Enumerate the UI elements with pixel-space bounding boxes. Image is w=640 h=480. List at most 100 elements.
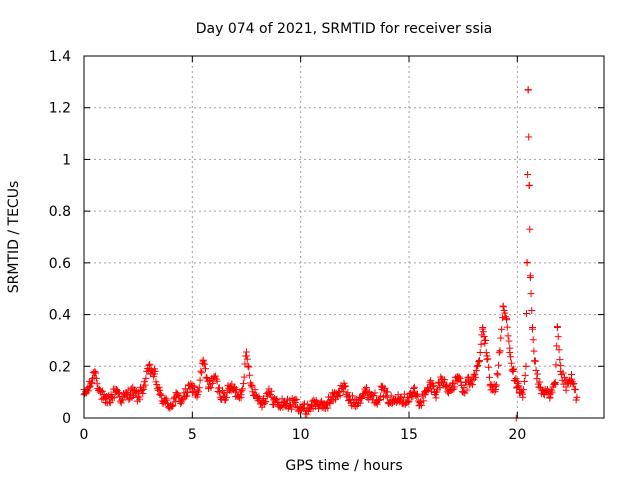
data-point — [383, 393, 391, 401]
chart-title: Day 074 of 2021, SRMTID for receiver ssi… — [196, 21, 492, 37]
data-point — [231, 384, 239, 392]
data-point — [168, 402, 176, 410]
data-point — [448, 386, 456, 394]
data-point — [508, 366, 516, 374]
data-point — [554, 333, 562, 341]
data-point — [476, 349, 484, 357]
data-point — [215, 388, 223, 396]
data-point — [373, 396, 380, 404]
data-point — [96, 388, 104, 396]
y-tick-label: 0 — [62, 411, 71, 427]
data-point — [373, 400, 381, 408]
data-point — [172, 393, 180, 401]
data-point — [107, 393, 115, 401]
data-point — [339, 387, 347, 395]
y-axis-label: SRMTID / TECUs — [6, 181, 22, 294]
data-point — [329, 393, 337, 401]
data-point — [212, 372, 220, 380]
data-point — [552, 361, 560, 369]
data-point — [551, 380, 559, 388]
data-point — [496, 347, 504, 355]
data-point — [228, 380, 236, 388]
data-point — [529, 336, 537, 344]
data-point — [485, 373, 493, 381]
data-point — [495, 361, 503, 369]
data-point — [465, 378, 473, 386]
x-tick-labels: 0 5 10 15 20 — [80, 427, 527, 443]
data-point — [349, 392, 357, 400]
data-point — [485, 363, 493, 371]
data-point — [535, 383, 543, 391]
data-point — [270, 396, 278, 404]
data-point — [92, 374, 100, 382]
data-point — [362, 388, 370, 396]
data-point — [427, 387, 435, 395]
data-point — [573, 393, 581, 401]
data-point — [475, 358, 483, 366]
x-axis-label: GPS time / hours — [285, 458, 402, 474]
data-point — [243, 355, 251, 363]
data-point — [548, 388, 556, 396]
data-point — [205, 383, 213, 391]
data-point — [210, 373, 218, 381]
data-point — [262, 398, 270, 406]
data-point — [534, 370, 542, 378]
data-point — [493, 370, 501, 378]
data-point — [240, 373, 248, 381]
axis-ticks — [83, 55, 604, 419]
y-tick-label: 1.4 — [49, 49, 71, 65]
data-point — [497, 334, 505, 342]
data-point — [157, 391, 165, 399]
data-point — [124, 386, 132, 394]
y-tick-label: 1.2 — [49, 101, 71, 117]
data-point — [506, 344, 514, 352]
data-point — [550, 379, 558, 387]
y-tick-label: 0.8 — [49, 204, 71, 220]
data-point — [553, 324, 561, 331]
data-point — [480, 333, 488, 341]
data-point — [201, 360, 209, 368]
data-point — [340, 383, 348, 391]
data-point — [421, 391, 429, 399]
data-point — [145, 365, 153, 373]
data-point — [189, 382, 197, 390]
data-point — [483, 352, 491, 360]
data-point — [214, 388, 222, 396]
x-tick-label: 15 — [400, 427, 418, 443]
data-point — [237, 391, 245, 399]
x-tick-label: 5 — [188, 427, 197, 443]
data-point — [532, 366, 540, 374]
data-point — [420, 397, 428, 405]
plot-frame — [83, 55, 605, 419]
data-point — [520, 378, 528, 386]
data-point — [167, 401, 175, 409]
data-point — [143, 364, 151, 372]
data-point — [113, 386, 120, 394]
data-point — [562, 383, 570, 391]
data-point — [239, 380, 247, 388]
data-point — [81, 390, 89, 398]
data-point — [540, 388, 548, 396]
data-point — [248, 383, 256, 391]
data-point — [513, 383, 521, 391]
data-point — [194, 391, 202, 399]
data-point — [473, 362, 481, 370]
data-point — [208, 379, 216, 387]
data-point — [459, 388, 467, 396]
data-point — [308, 401, 315, 409]
data-point — [155, 383, 163, 391]
data-point — [123, 391, 131, 399]
data-point — [221, 393, 229, 401]
data-point — [519, 393, 527, 401]
data-point — [127, 385, 135, 393]
y-tick-labels: 0 0.2 0.4 0.6 0.8 1 1.2 1.4 — [49, 49, 71, 427]
data-point — [499, 303, 507, 311]
data-point — [87, 379, 95, 387]
data-point — [188, 383, 196, 391]
data-point — [571, 386, 579, 394]
data-point — [118, 396, 126, 404]
data-point — [557, 367, 565, 375]
data-point — [93, 380, 101, 388]
data-point — [463, 386, 471, 394]
